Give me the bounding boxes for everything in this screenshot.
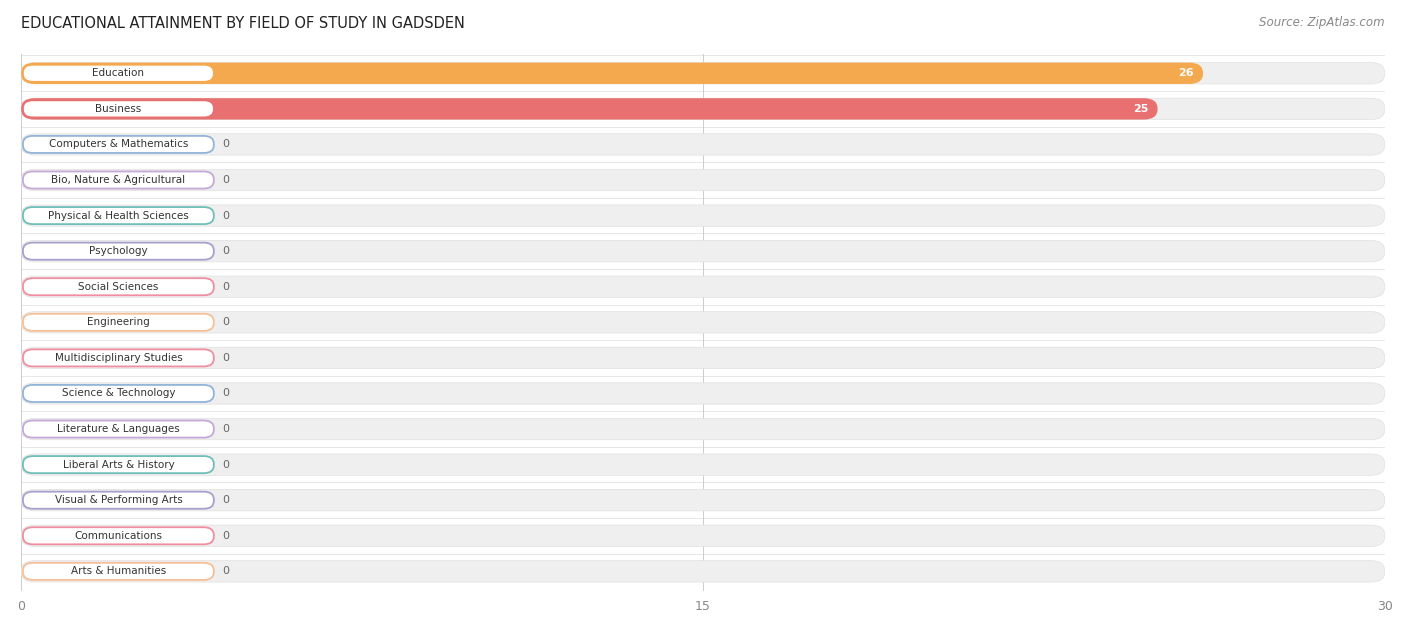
Text: EDUCATIONAL ATTAINMENT BY FIELD OF STUDY IN GADSDEN: EDUCATIONAL ATTAINMENT BY FIELD OF STUDY… bbox=[21, 16, 465, 31]
FancyBboxPatch shape bbox=[22, 420, 214, 437]
Text: Bio, Nature & Agricultural: Bio, Nature & Agricultural bbox=[51, 175, 186, 185]
FancyBboxPatch shape bbox=[22, 243, 214, 260]
Text: Physical & Health Sciences: Physical & Health Sciences bbox=[48, 210, 188, 221]
FancyBboxPatch shape bbox=[22, 207, 214, 224]
Text: 25: 25 bbox=[1133, 104, 1149, 114]
Text: 0: 0 bbox=[222, 210, 229, 221]
FancyBboxPatch shape bbox=[22, 527, 214, 544]
FancyBboxPatch shape bbox=[22, 136, 214, 153]
Text: 0: 0 bbox=[222, 459, 229, 470]
FancyBboxPatch shape bbox=[22, 64, 214, 82]
Text: Engineering: Engineering bbox=[87, 317, 150, 327]
Text: Liberal Arts & History: Liberal Arts & History bbox=[62, 459, 174, 470]
FancyBboxPatch shape bbox=[21, 347, 1385, 368]
Text: Science & Technology: Science & Technology bbox=[62, 389, 176, 398]
Text: Multidisciplinary Studies: Multidisciplinary Studies bbox=[55, 353, 183, 363]
Text: 0: 0 bbox=[222, 424, 229, 434]
Text: Source: ZipAtlas.com: Source: ZipAtlas.com bbox=[1260, 16, 1385, 29]
Text: 0: 0 bbox=[222, 175, 229, 185]
FancyBboxPatch shape bbox=[22, 171, 214, 188]
FancyBboxPatch shape bbox=[22, 456, 214, 473]
FancyBboxPatch shape bbox=[22, 100, 214, 118]
FancyBboxPatch shape bbox=[21, 561, 1385, 582]
FancyBboxPatch shape bbox=[22, 313, 214, 331]
FancyBboxPatch shape bbox=[21, 276, 1385, 298]
FancyBboxPatch shape bbox=[21, 490, 1385, 511]
FancyBboxPatch shape bbox=[21, 454, 1385, 475]
FancyBboxPatch shape bbox=[21, 63, 1385, 84]
Text: 0: 0 bbox=[222, 566, 229, 576]
FancyBboxPatch shape bbox=[21, 134, 1385, 155]
FancyBboxPatch shape bbox=[21, 98, 1385, 119]
FancyBboxPatch shape bbox=[22, 492, 214, 509]
Text: Business: Business bbox=[96, 104, 142, 114]
FancyBboxPatch shape bbox=[22, 349, 214, 367]
Text: Education: Education bbox=[93, 68, 145, 78]
Text: 0: 0 bbox=[222, 317, 229, 327]
FancyBboxPatch shape bbox=[21, 169, 1385, 191]
FancyBboxPatch shape bbox=[21, 98, 1157, 119]
Text: 26: 26 bbox=[1178, 68, 1194, 78]
Text: Computers & Mathematics: Computers & Mathematics bbox=[49, 140, 188, 149]
Text: 0: 0 bbox=[222, 246, 229, 256]
FancyBboxPatch shape bbox=[22, 385, 214, 402]
FancyBboxPatch shape bbox=[21, 241, 1385, 262]
Text: Social Sciences: Social Sciences bbox=[79, 282, 159, 292]
Text: Visual & Performing Arts: Visual & Performing Arts bbox=[55, 495, 183, 505]
Text: Psychology: Psychology bbox=[89, 246, 148, 256]
Text: Arts & Humanities: Arts & Humanities bbox=[70, 566, 166, 576]
Text: 0: 0 bbox=[222, 140, 229, 149]
FancyBboxPatch shape bbox=[21, 418, 1385, 440]
Text: 0: 0 bbox=[222, 495, 229, 505]
Text: 0: 0 bbox=[222, 282, 229, 292]
FancyBboxPatch shape bbox=[21, 312, 1385, 333]
Text: 0: 0 bbox=[222, 531, 229, 541]
FancyBboxPatch shape bbox=[22, 278, 214, 295]
Text: 0: 0 bbox=[222, 353, 229, 363]
FancyBboxPatch shape bbox=[21, 383, 1385, 404]
FancyBboxPatch shape bbox=[21, 525, 1385, 547]
Text: 0: 0 bbox=[222, 389, 229, 398]
Text: Literature & Languages: Literature & Languages bbox=[58, 424, 180, 434]
Text: Communications: Communications bbox=[75, 531, 162, 541]
FancyBboxPatch shape bbox=[21, 205, 1385, 226]
FancyBboxPatch shape bbox=[21, 63, 1204, 84]
FancyBboxPatch shape bbox=[22, 563, 214, 580]
